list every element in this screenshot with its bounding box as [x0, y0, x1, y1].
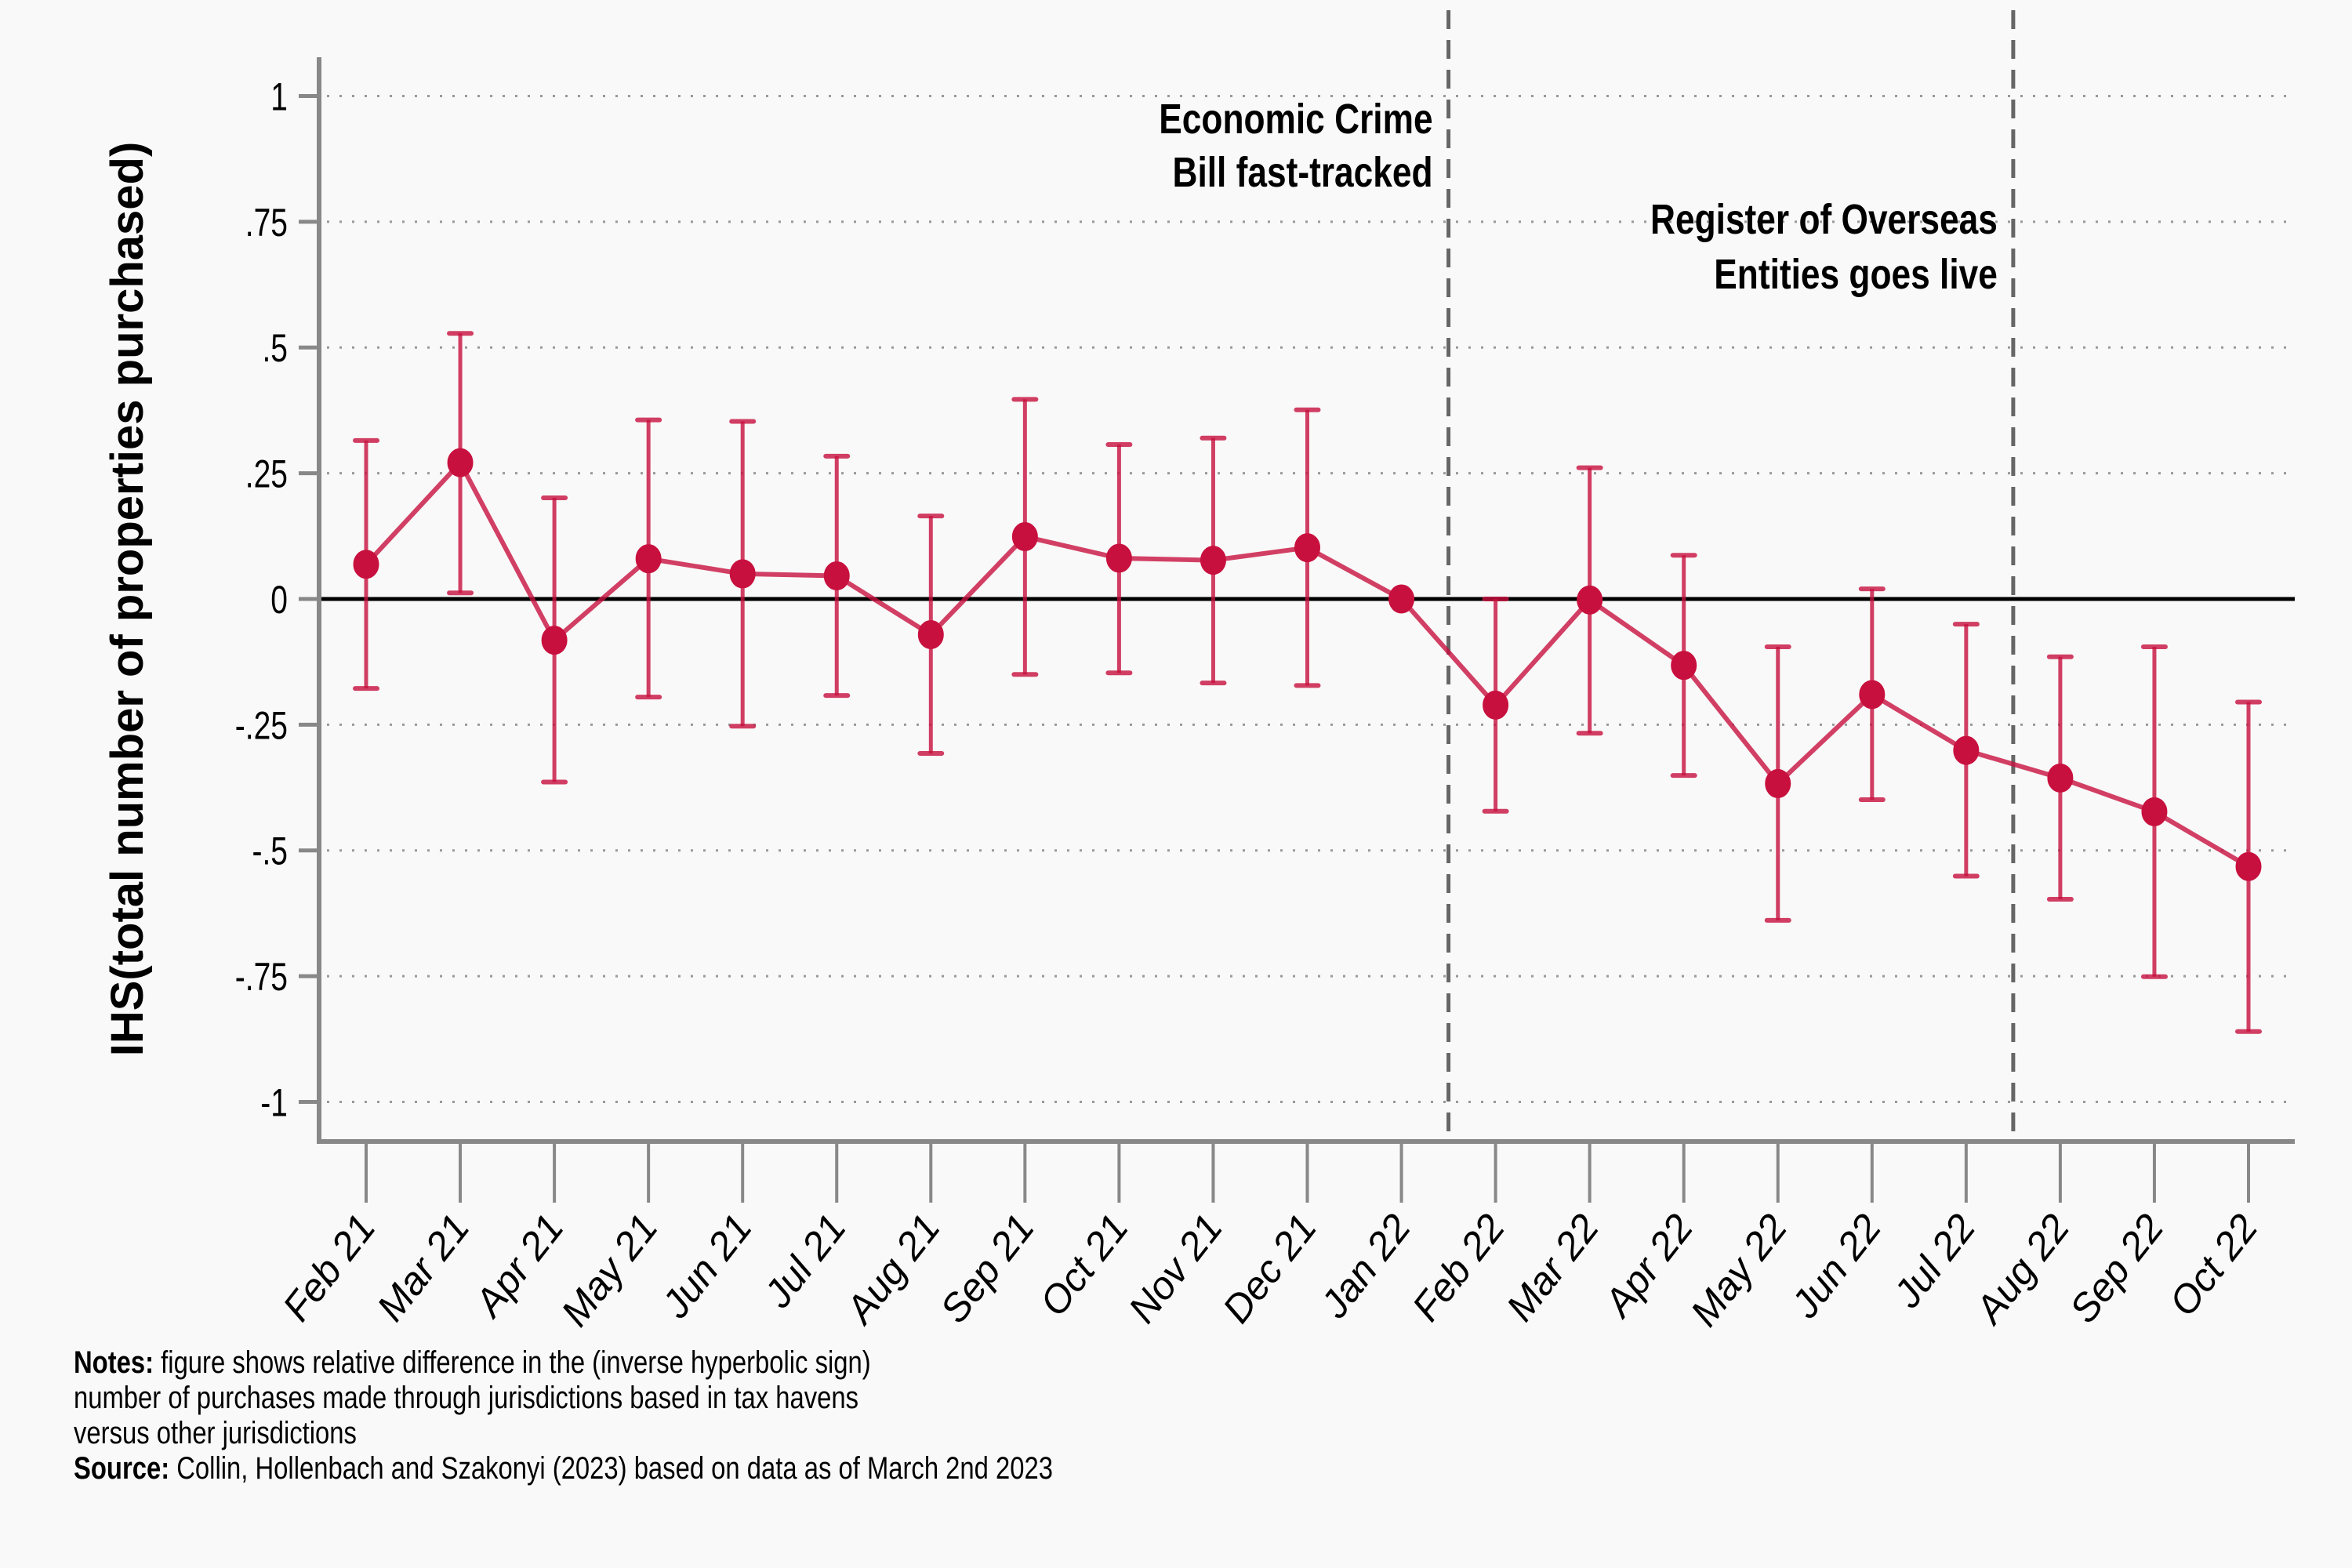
data-point [2235, 851, 2262, 881]
x-tick-label: Mar 22 [1497, 1206, 1607, 1329]
data-point [1011, 521, 1038, 551]
data-point [1294, 533, 1320, 563]
notes-text-1: figure shows relative difference in the … [154, 1345, 871, 1380]
y-axis-ticks: 1 .75 .5 .25 0 -.25 -.5 -.75 -1 [235, 74, 319, 1125]
data-point [2141, 797, 2168, 826]
data-point [1388, 584, 1415, 614]
data-point [1859, 680, 1886, 710]
x-tick-label: Dec 21 [1214, 1206, 1325, 1330]
notes-label: Notes: [74, 1345, 154, 1380]
x-tick-label: Aug 22 [1965, 1206, 2078, 1333]
x-tick-label: Aug 21 [836, 1206, 949, 1333]
x-tick-label: Jul 21 [755, 1206, 855, 1316]
data-point [729, 559, 756, 589]
event-annotation-line: Register of Overseas [1650, 196, 1998, 243]
y-tick-label: 0 [270, 577, 288, 622]
data-point [1765, 768, 1791, 798]
data-point [1200, 546, 1226, 575]
data-point [1105, 543, 1132, 573]
data-point [1577, 585, 1603, 615]
event-annotation-line: Bill fast-tracked [1172, 149, 1432, 196]
data-point [1483, 690, 1509, 720]
gridlines [327, 95, 2295, 1103]
data-point [917, 620, 944, 650]
data-point [823, 561, 850, 590]
y-tick-label: .5 [262, 326, 288, 371]
series-tax-havens [353, 331, 2262, 1034]
x-tick-label: Jan 22 [1312, 1206, 1419, 1327]
x-tick-label: Jun 21 [653, 1206, 760, 1327]
x-tick-label: May 21 [553, 1206, 666, 1334]
data-point [541, 626, 568, 655]
data-point [635, 544, 662, 574]
source-line: Source: Collin, Hollenbach and Szakonyi … [74, 1451, 1231, 1486]
source-label: Source: [74, 1451, 170, 1486]
source-text: Collin, Hollenbach and Szakonyi (2023) b… [169, 1451, 1053, 1486]
y-tick-label: .25 [245, 452, 288, 496]
x-tick-label: Sep 21 [931, 1206, 1043, 1330]
data-point [1953, 735, 1980, 765]
event-lines [1446, 10, 2016, 1142]
x-tick-label: Mar 21 [368, 1206, 478, 1329]
x-tick-label: Feb 21 [274, 1206, 384, 1329]
x-tick-label: Jun 22 [1782, 1206, 1889, 1327]
data-point [2047, 763, 2074, 793]
x-tick-label: May 22 [1682, 1206, 1795, 1334]
notes-text-3: versus other jurisdictions [74, 1416, 357, 1450]
y-tick-label: -.75 [235, 954, 288, 999]
y-tick-label: -1 [260, 1080, 288, 1125]
x-tick-label: Feb 22 [1403, 1206, 1513, 1329]
notes-line-1: Notes: figure shows relative difference … [74, 1345, 1231, 1381]
event-annotations: Economic Crime Bill fast-tracked Register … [1159, 96, 1998, 298]
x-tick-label: Oct 21 [1031, 1206, 1137, 1324]
notes-text-2: number of purchases made through jurisdi… [74, 1381, 858, 1415]
event-annotation-line: Entities goes live [1714, 251, 1998, 298]
y-tick-label: 1 [270, 74, 288, 119]
y-tick-label: .75 [245, 200, 288, 245]
x-tick-label: Oct 22 [2161, 1206, 2267, 1324]
y-axis-title: IHS(total number of properties purchased… [102, 142, 153, 1057]
data-point [1671, 651, 1697, 681]
x-tick-label: Sep 22 [2061, 1206, 2172, 1331]
x-tick-label: Nov 21 [1120, 1206, 1231, 1330]
event-annotation-line: Economic Crime [1159, 96, 1432, 143]
data-point [447, 448, 474, 477]
chart-notes: Notes: figure shows relative difference … [74, 1345, 1231, 1486]
y-tick-label: -.25 [235, 703, 288, 748]
x-tick-label: Jul 22 [1885, 1206, 1984, 1316]
y-tick-label: -.5 [252, 829, 288, 873]
data-point [353, 550, 379, 579]
